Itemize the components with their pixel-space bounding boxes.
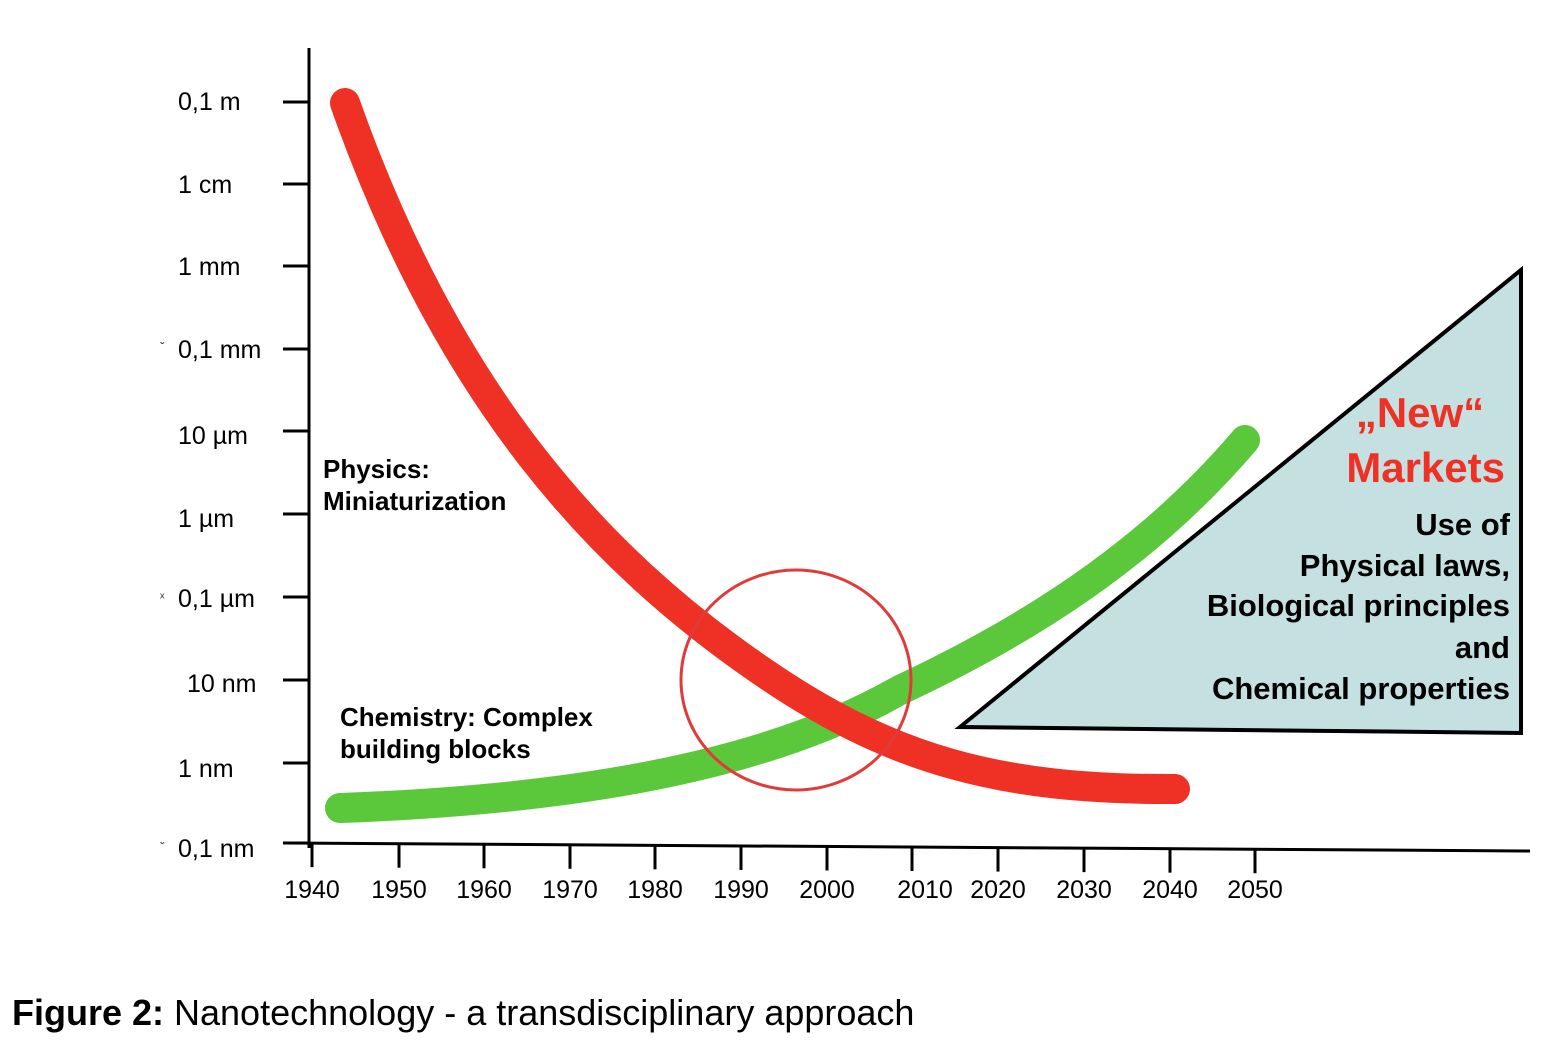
x-ticks <box>310 843 1257 874</box>
physics-label-line1: Physics: <box>323 454 430 484</box>
chemistry-curve <box>325 425 1260 823</box>
x-tick-label: 2020 <box>970 876 1026 904</box>
stray-mark: ˇ <box>160 339 165 355</box>
y-tick-label: 0,1 m <box>178 88 241 116</box>
new-markets-line: Use of <box>1415 507 1510 542</box>
x-tick-label: 1940 <box>284 876 340 904</box>
stray-mark: ˣ <box>160 589 165 605</box>
caption-text: Nanotechnology - a transdisciplinary app… <box>164 992 915 1033</box>
x-tick-label: 1960 <box>456 876 512 904</box>
chemistry-label-line1: Chemistry: Complex <box>340 702 593 732</box>
y-tick-label: 1 µm <box>178 505 234 533</box>
x-tick-label: 1950 <box>371 876 427 904</box>
new-markets-title-line1: „New“ <box>1356 389 1484 436</box>
new-markets-line: Physical laws, <box>1300 548 1510 583</box>
new-markets-line: Biological principles <box>1207 588 1510 623</box>
y-tick-label: 10 µm <box>178 422 248 450</box>
x-axis-line <box>286 841 1531 853</box>
x-tick-label: 1980 <box>627 876 683 904</box>
y-tick-label: 10 nm <box>187 670 256 698</box>
x-tick-label: 2000 <box>799 876 855 904</box>
y-tick-label: 1 cm <box>178 171 232 199</box>
x-tick-labels: 1940 1950 1960 1970 1980 1990 2000 2010 … <box>284 876 1283 904</box>
x-tick-label: 2030 <box>1056 876 1112 904</box>
y-tick-labels: 0,1 m 1 cm 1 mm 0,1 mm 10 µm 1 µm 0,1 µm… <box>178 88 261 863</box>
y-tick-label: 1 mm <box>178 253 241 281</box>
new-markets-line: Chemical properties <box>1212 671 1510 706</box>
y-tick-label: 0,1 nm <box>178 835 254 863</box>
x-tick-label: 2010 <box>897 876 953 904</box>
intersection-circle <box>679 568 913 792</box>
new-markets-triangle <box>954 265 1523 736</box>
caption-label: Figure 2: <box>12 992 165 1033</box>
stray-mark: ˇ <box>160 839 165 855</box>
physics-curve <box>330 88 1190 805</box>
x-tick-label: 1970 <box>542 876 598 904</box>
figure-caption: Figure 2: Nanotechnology - a transdiscip… <box>12 992 914 1034</box>
chemistry-label-line2: building blocks <box>340 734 531 764</box>
y-tick-label: 0,1 µm <box>178 585 255 613</box>
x-tick-label: 2050 <box>1227 876 1283 904</box>
x-tick-label: 1990 <box>713 876 769 904</box>
physics-label-line2: Miniaturization <box>323 486 506 516</box>
new-markets-title-line2: Markets <box>1346 444 1505 491</box>
new-markets-line: and <box>1455 630 1510 665</box>
y-tick-label: 1 nm <box>178 755 234 783</box>
x-tick-label: 2040 <box>1142 876 1198 904</box>
y-tick-label: 0,1 mm <box>178 336 261 364</box>
y-ticks <box>283 100 309 845</box>
